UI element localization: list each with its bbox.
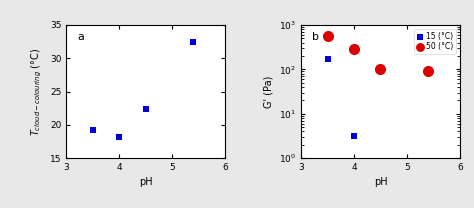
50 (°C) [377, 68, 384, 71]
Text: b: b [312, 32, 319, 42]
50 (°C) [324, 35, 331, 38]
Point [190, 40, 197, 43]
X-axis label: pH: pH [139, 177, 153, 187]
Legend: 15 (°C), 50 (°C): 15 (°C), 50 (°C) [414, 29, 456, 54]
Point [142, 108, 149, 111]
Text: a: a [77, 32, 84, 42]
Y-axis label: $T_{cloud-colouring}$ (°C): $T_{cloud-colouring}$ (°C) [30, 47, 45, 136]
X-axis label: pH: pH [374, 177, 387, 187]
15 (°C) [324, 57, 331, 61]
Point [116, 136, 123, 139]
Point [89, 129, 97, 132]
Y-axis label: G' (Pa): G' (Pa) [264, 75, 273, 108]
50 (°C) [424, 70, 432, 73]
50 (°C) [350, 48, 358, 51]
15 (°C) [350, 134, 358, 137]
